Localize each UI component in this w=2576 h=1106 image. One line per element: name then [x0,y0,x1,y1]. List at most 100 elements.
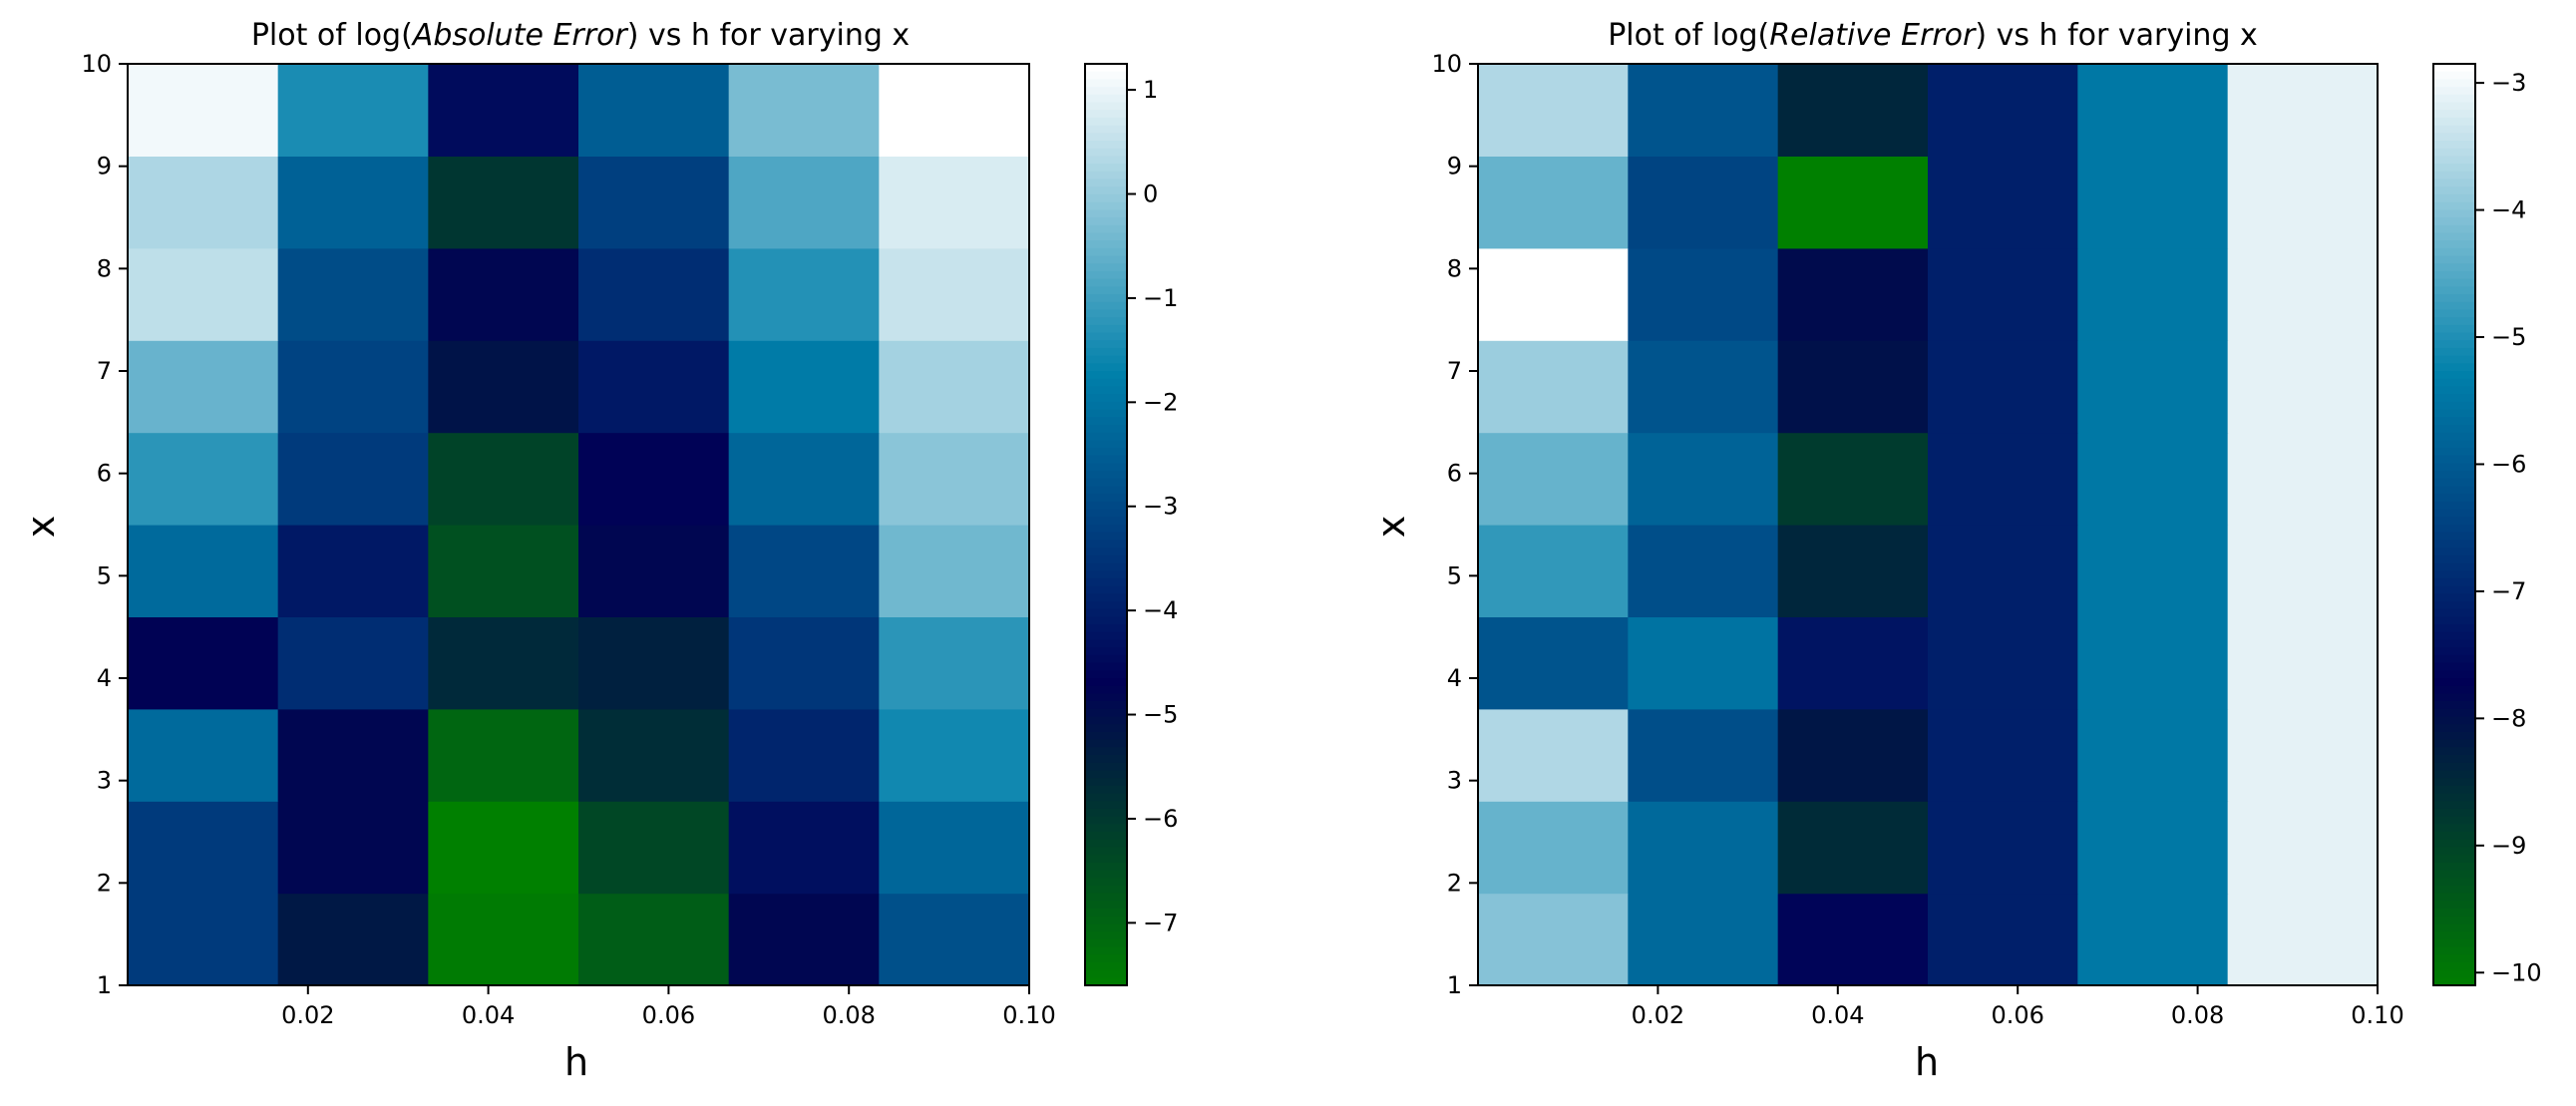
colorbar-frame [2432,63,2476,986]
colorbar-segment [1085,793,1127,802]
colorbar-segment [1085,631,1127,641]
colorbar-segment [2433,525,2475,534]
heatmap-cell [1478,801,1629,895]
colorbar-segment [1085,378,1127,388]
colorbar-segment [2433,662,2475,672]
colorbar-tick-label: −5 [2491,323,2526,351]
colorbar-segment [1085,247,1127,257]
colorbar-segment [2433,125,2475,135]
colorbar-segment [1085,601,1127,610]
chart-title: Plot of log(Absolute Error) vs h for var… [251,18,910,53]
colorbar-segment [2433,224,2475,234]
colorbar-tick-label: −5 [1143,701,1178,729]
colorbar-segment [1085,409,1127,418]
heatmap-cell [1777,525,1929,617]
heatmap-cell [428,247,579,341]
colorbar-segment [1085,916,1127,925]
colorbar-segment [1085,102,1127,111]
colorbar-segment [2433,824,2475,833]
colorbar-segment [1085,540,1127,549]
colorbar-segment [1085,961,1127,971]
heatmap-cell [2077,616,2229,710]
colorbar-segment [1085,847,1127,856]
colorbar-segment [1085,654,1127,664]
colorbar-segment [2433,517,2475,526]
colorbar-segment [1085,278,1127,288]
colorbar-segment [2433,141,2475,150]
colorbar-segment [2433,270,2475,280]
heatmap-cell [1777,64,1929,157]
heatmap-cell [428,340,579,434]
colorbar-segment [2433,901,2475,910]
colorbar-segment [1085,678,1127,687]
colorbar-segment [1085,71,1127,81]
colorbar-segment [2433,938,2475,948]
colorbar-segment [1085,862,1127,872]
heatmap-cell [428,616,579,710]
colorbar-segment [1085,517,1127,526]
colorbar-segment [2433,770,2475,779]
colorbar-segment [2433,94,2475,104]
y-axis-label: x [1369,516,1413,539]
heatmap-cell [1628,340,1779,434]
colorbar-segment [1085,386,1127,395]
colorbar-segment [2433,164,2475,173]
colorbar-segment [2433,424,2475,434]
y-tick-label: 3 [97,767,112,795]
colorbar-segment [1085,808,1127,818]
colorbar-tick-label: −6 [1143,805,1178,833]
colorbar-segment [1085,217,1127,226]
colorbar-segment [2433,954,2475,963]
colorbar-tick-label: −1 [1143,284,1178,312]
x-tick-label: 0.04 [462,1001,515,1029]
colorbar-segment [2433,608,2475,618]
heatmap-cell [578,64,730,157]
heatmap-cell [2227,432,2379,526]
x-tick-label: 0.04 [1811,1001,1864,1029]
heatmap-cell [1928,801,2078,895]
colorbar-segment [2433,478,2475,488]
plot-frame [1477,63,2379,986]
heatmap-cell [277,64,429,157]
colorbar-segment [1085,486,1127,495]
colorbar-segment [2433,301,2475,311]
colorbar-tick-label: −3 [2491,69,2526,97]
colorbar-segment [1085,501,1127,511]
heatmap-cell [2227,801,2379,895]
colorbar-segment [1085,739,1127,749]
colorbar-segment [2433,263,2475,272]
colorbar-segment [1085,662,1127,672]
colorbar-segment [2433,977,2475,986]
colorbar-segment [1085,893,1127,903]
colorbar-segment [1085,554,1127,564]
heatmap-cell [1777,801,1929,895]
colorbar-segment [1085,371,1127,380]
colorbar-segment [1085,201,1127,211]
y-tick-label: 6 [97,460,112,488]
heatmap-cell [277,340,429,434]
colorbar-segment [1085,969,1127,979]
heatmap-cell [1928,247,2078,341]
colorbar-tick-label: −4 [2491,196,2526,224]
heatmap-cell [128,801,279,895]
colorbar-segment [1085,94,1127,104]
colorbar-segment [2433,909,2475,918]
colorbar-segment [2433,946,2475,955]
y-tick-label: 5 [1447,561,1462,589]
colorbar-segment [1085,87,1127,96]
colorbar-segment [2433,193,2475,203]
x-tick-label: 0.06 [642,1001,695,1029]
colorbar-segment [2433,931,2475,940]
colorbar-segment [1085,824,1127,833]
colorbar-segment [2433,762,2475,772]
x-axis: 0.02 0.04 0.06 0.08 0.10 [1632,985,2404,1029]
heatmap-cell [2077,64,2229,157]
colorbar-segment [1085,778,1127,787]
colorbar-segment [2433,961,2475,971]
heatmap-cell [2227,340,2379,434]
colorbar-segment [2433,463,2475,472]
heatmap-cell [1478,156,1629,249]
colorbar-segment [1085,141,1127,150]
colorbar-segment [1085,455,1127,465]
colorbar-segment [2433,501,2475,511]
